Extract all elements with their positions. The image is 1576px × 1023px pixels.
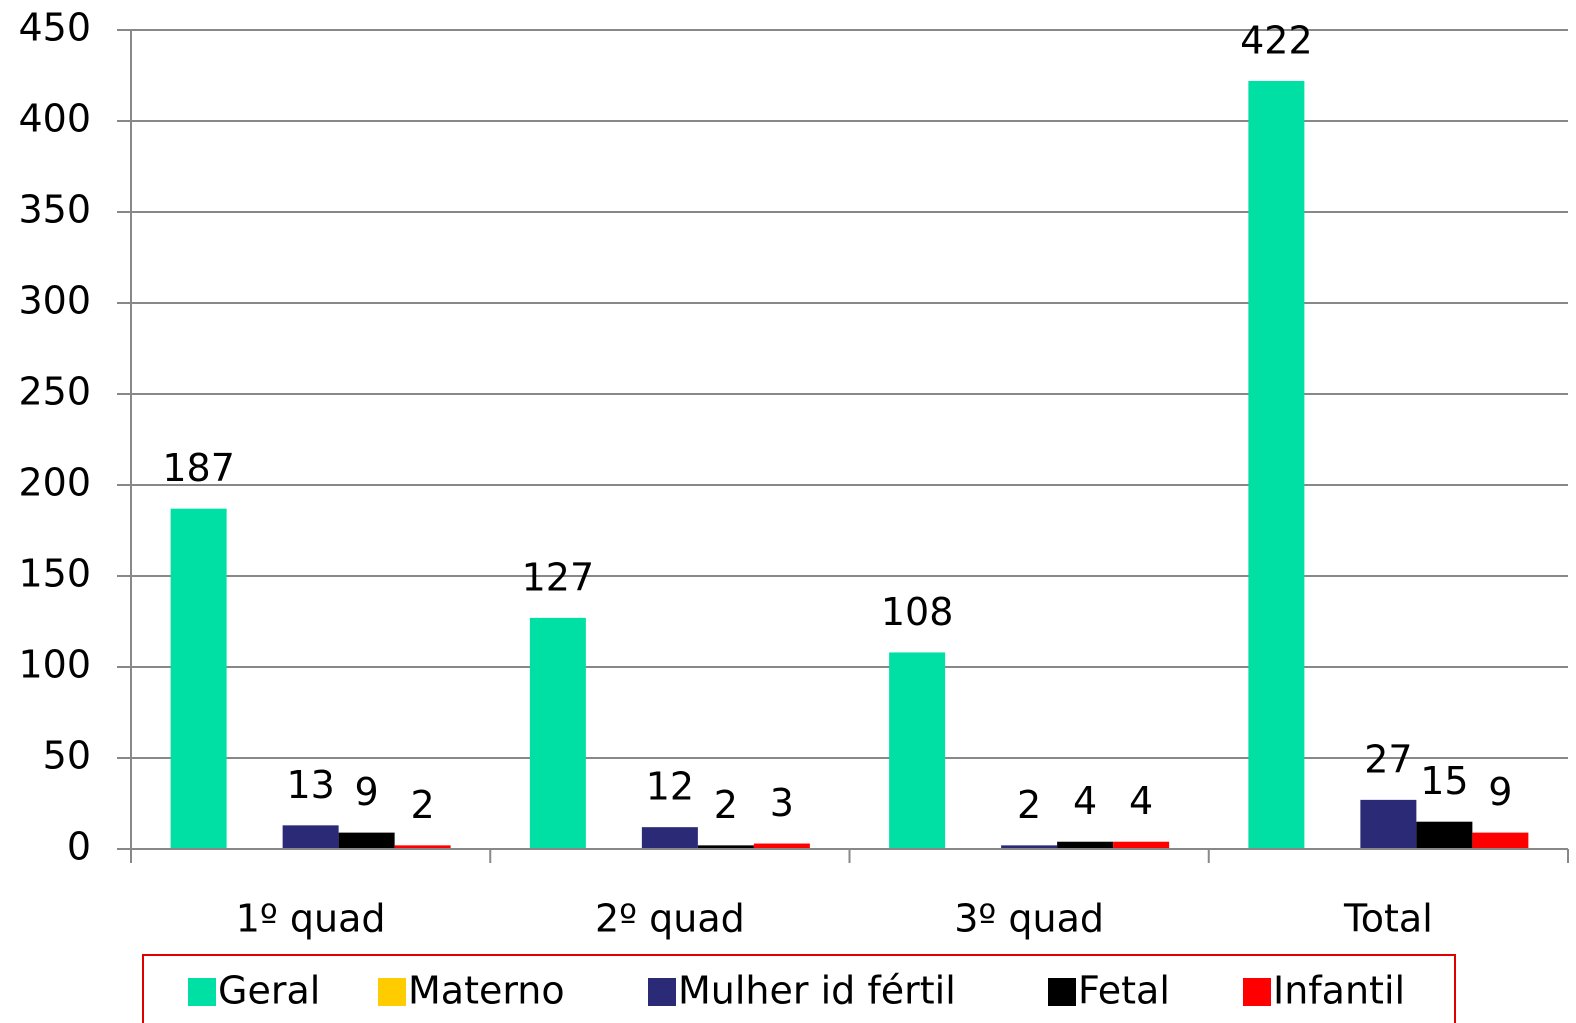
data-label: 4 — [1073, 779, 1097, 823]
x-tick-label: 1º quad — [236, 897, 386, 941]
bar — [1248, 80, 1305, 849]
bar — [529, 617, 586, 849]
bar — [1472, 832, 1529, 849]
data-label: 187 — [162, 446, 235, 490]
legend-label: Mulher id fértil — [678, 969, 956, 1013]
y-tick-label: 0 — [67, 825, 91, 869]
legend-swatch — [1048, 978, 1076, 1006]
data-label: 9 — [1488, 770, 1512, 814]
legend-swatch — [188, 978, 216, 1006]
data-label: 15 — [1420, 759, 1468, 803]
data-label: 2 — [1017, 783, 1041, 827]
bar — [1360, 799, 1417, 849]
bar — [697, 845, 754, 849]
x-tick-label: Total — [1343, 897, 1433, 941]
bar — [170, 508, 227, 849]
bar — [1416, 821, 1473, 849]
bar — [282, 825, 339, 849]
bar — [641, 827, 698, 849]
legend-swatch — [378, 978, 406, 1006]
legend-swatch — [648, 978, 676, 1006]
legend-label: Infantil — [1273, 969, 1405, 1013]
bar — [1001, 845, 1058, 849]
data-label: 2 — [411, 783, 435, 827]
bar — [753, 843, 810, 849]
data-label: 2 — [714, 783, 738, 827]
legend-box — [142, 954, 1456, 1023]
y-tick-label: 50 — [43, 734, 91, 778]
bar — [1113, 841, 1170, 849]
y-tick-label: 100 — [18, 643, 91, 687]
data-label: 9 — [355, 770, 379, 814]
x-tick-label: 2º quad — [595, 897, 745, 941]
y-tick-label: 300 — [18, 279, 91, 323]
legend-swatch — [1243, 978, 1271, 1006]
y-tick-label: 250 — [18, 370, 91, 414]
data-label: 13 — [286, 763, 334, 807]
bar — [394, 845, 451, 849]
bar — [1057, 841, 1114, 849]
y-tick-label: 200 — [18, 461, 91, 505]
data-label: 3 — [770, 781, 794, 825]
y-tick-label: 150 — [18, 552, 91, 596]
data-label: 12 — [646, 765, 694, 809]
bar — [889, 652, 946, 849]
legend-label: Fetal — [1078, 969, 1170, 1013]
data-label: 127 — [522, 555, 595, 599]
bar — [338, 832, 395, 849]
data-label: 422 — [1240, 18, 1313, 62]
x-tick-label: 3º quad — [954, 897, 1104, 941]
y-tick-label: 400 — [18, 97, 91, 141]
y-tick-label: 450 — [18, 6, 91, 50]
data-label: 27 — [1364, 737, 1412, 781]
legend-label: Materno — [408, 969, 565, 1013]
legend-label: Geral — [218, 969, 320, 1013]
data-label: 108 — [881, 590, 954, 634]
y-tick-label: 350 — [18, 188, 91, 232]
data-label: 4 — [1129, 779, 1153, 823]
